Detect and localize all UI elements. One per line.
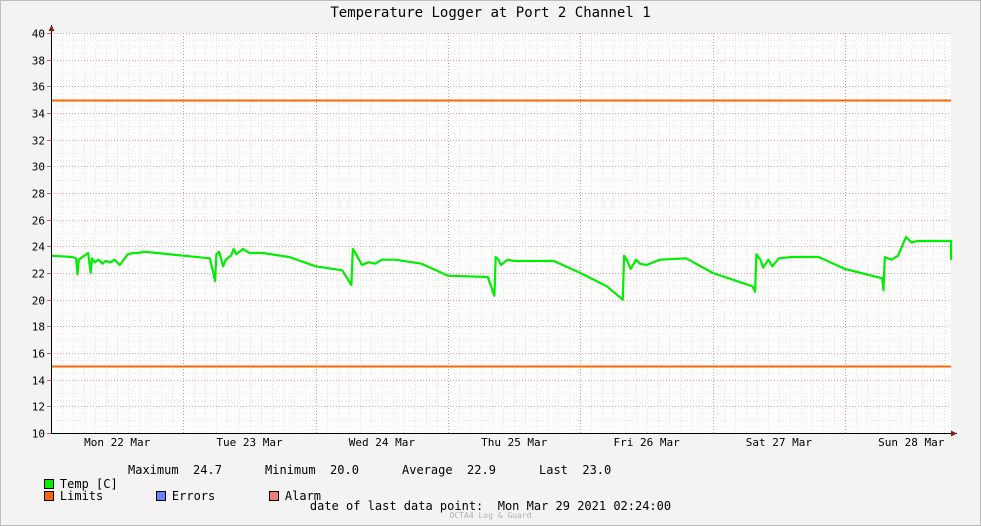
stat-average: Average 22.9 (402, 463, 496, 477)
stat-last-value: 23.0 (582, 463, 612, 477)
stat-maximum-value: 24.7 (193, 463, 222, 477)
y-tick-label: 24 (32, 241, 46, 254)
stat-minimum-label: Minimum (265, 463, 316, 477)
stat-maximum: Maximum 24.7 (128, 463, 222, 477)
series-line-temp (50, 235, 953, 301)
y-tick-label: 40 (32, 28, 45, 41)
y-tick-label: 12 (32, 401, 45, 414)
x-tick-label: Sun 28 Mar (878, 436, 945, 449)
legend-errors-swatch (155, 491, 166, 501)
stat-last-label: Last (539, 463, 568, 477)
stat-maximum-label: Maximum (128, 463, 179, 477)
y-tick-label: 36 (32, 81, 45, 94)
chart-title: Temperature Logger at Port 2 Channel 1 (330, 5, 651, 21)
y-tick-label: 18 (32, 321, 45, 334)
y-tick-label: 14 (32, 375, 46, 388)
legend-alarm-label: Alarm (284, 489, 322, 503)
y-tick-label: 26 (32, 215, 45, 228)
y-tick-label: 34 (32, 108, 46, 121)
y-tick-label: 38 (32, 55, 45, 68)
y-tick-label: 30 (32, 161, 45, 174)
legend-limits-label: Limits (59, 489, 104, 503)
y-tick-label: 16 (32, 348, 45, 361)
legend-temp-swatch (43, 479, 54, 489)
legend-temp: Temp [C] (15, 463, 118, 505)
stat-last: Last 23.0 (539, 463, 611, 477)
legend-alarm-swatch (268, 491, 279, 501)
y-tick-label: 28 (32, 188, 45, 201)
x-axis-arrow (951, 430, 957, 437)
x-tick-label: Sat 27 Mar (746, 436, 813, 449)
legend-limits: Limits (15, 475, 103, 517)
y-tick-label: 32 (32, 135, 45, 148)
plot-background (51, 33, 951, 433)
x-tick-label: Tue 23 Mar (216, 436, 283, 449)
y-axis-arrow (48, 25, 55, 31)
last-point-value: Mon Mar 29 2021 02:24:00 (497, 499, 672, 513)
legend-errors: Errors (127, 475, 215, 517)
legend-limits-swatch (43, 491, 54, 501)
watermark: OCTA4 Log & Guard (449, 511, 532, 520)
last-point-label: date of last data point: (309, 499, 484, 513)
x-tick-label: Thu 25 Mar (481, 436, 548, 449)
legend-errors-label: Errors (171, 489, 216, 503)
y-tick-label: 10 (32, 428, 45, 441)
y-tick-label: 22 (32, 268, 45, 281)
last-data-point: date of last data point: Mon Mar 29 2021… (0, 499, 981, 513)
legend-alarm: Alarm (240, 475, 321, 517)
legend-temp-label: Temp [C] (59, 477, 118, 491)
stat-minimum-value: 20.0 (330, 463, 359, 477)
stat-average-value: 22.9 (467, 463, 496, 477)
y-tick-label: 20 (32, 295, 45, 308)
x-tick-label: Fri 26 Mar (613, 436, 680, 449)
x-tick-label: Mon 22 Mar (84, 436, 151, 449)
x-tick-label: Wed 24 Mar (349, 436, 416, 449)
stat-minimum: Minimum 20.0 (265, 463, 359, 477)
stat-average-label: Average (402, 463, 453, 477)
